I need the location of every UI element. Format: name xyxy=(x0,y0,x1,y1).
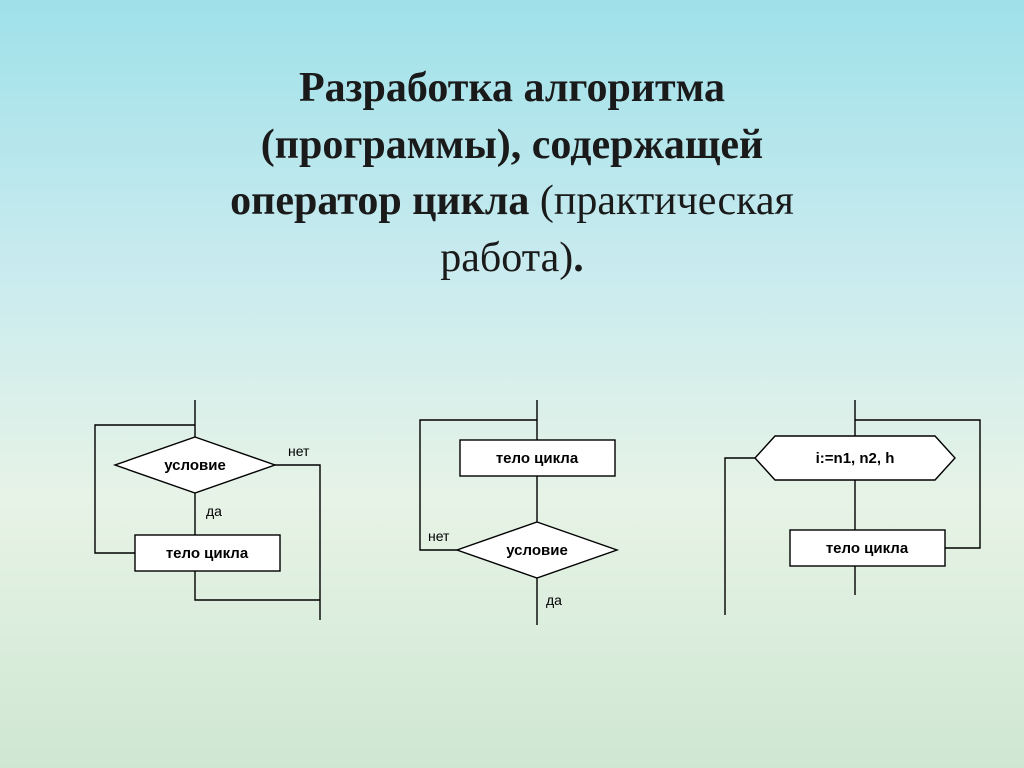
title-line-1: Разработка алгоритма xyxy=(299,65,725,111)
for-label: i:=n1, n2, h xyxy=(816,450,895,467)
body-label: тело цикла xyxy=(496,450,579,467)
edge-exit xyxy=(725,458,755,615)
while-loop-flowchart: условие да тело цикла нет xyxy=(40,400,350,640)
edge-no-exit xyxy=(275,465,320,620)
body-label: тело цикла xyxy=(826,540,909,557)
title-line-4: работа) xyxy=(440,235,573,281)
condition-label: условие xyxy=(506,542,568,559)
do-while-loop-flowchart: тело цикла условие нет да xyxy=(380,400,660,640)
label-no: нет xyxy=(288,443,310,459)
condition-label: условие xyxy=(164,457,226,474)
label-yes: да xyxy=(206,503,222,519)
label-yes: да xyxy=(546,592,562,608)
slide-title: Разработка алгоритма (программы), содерж… xyxy=(0,60,1024,287)
edge-body-out xyxy=(195,571,320,600)
body-label: тело цикла xyxy=(166,545,249,562)
for-loop-flowchart: i:=n1, n2, h тело цикла xyxy=(700,400,1000,640)
title-line-2: (программы), содержащей xyxy=(261,122,763,168)
title-period: . xyxy=(573,235,584,281)
label-no: нет xyxy=(428,528,450,544)
title-line-3a: оператор цикла xyxy=(230,178,540,224)
flowchart-row: условие да тело цикла нет тело цикла усл… xyxy=(0,400,1024,720)
title-line-3b: (практическая xyxy=(540,178,794,224)
